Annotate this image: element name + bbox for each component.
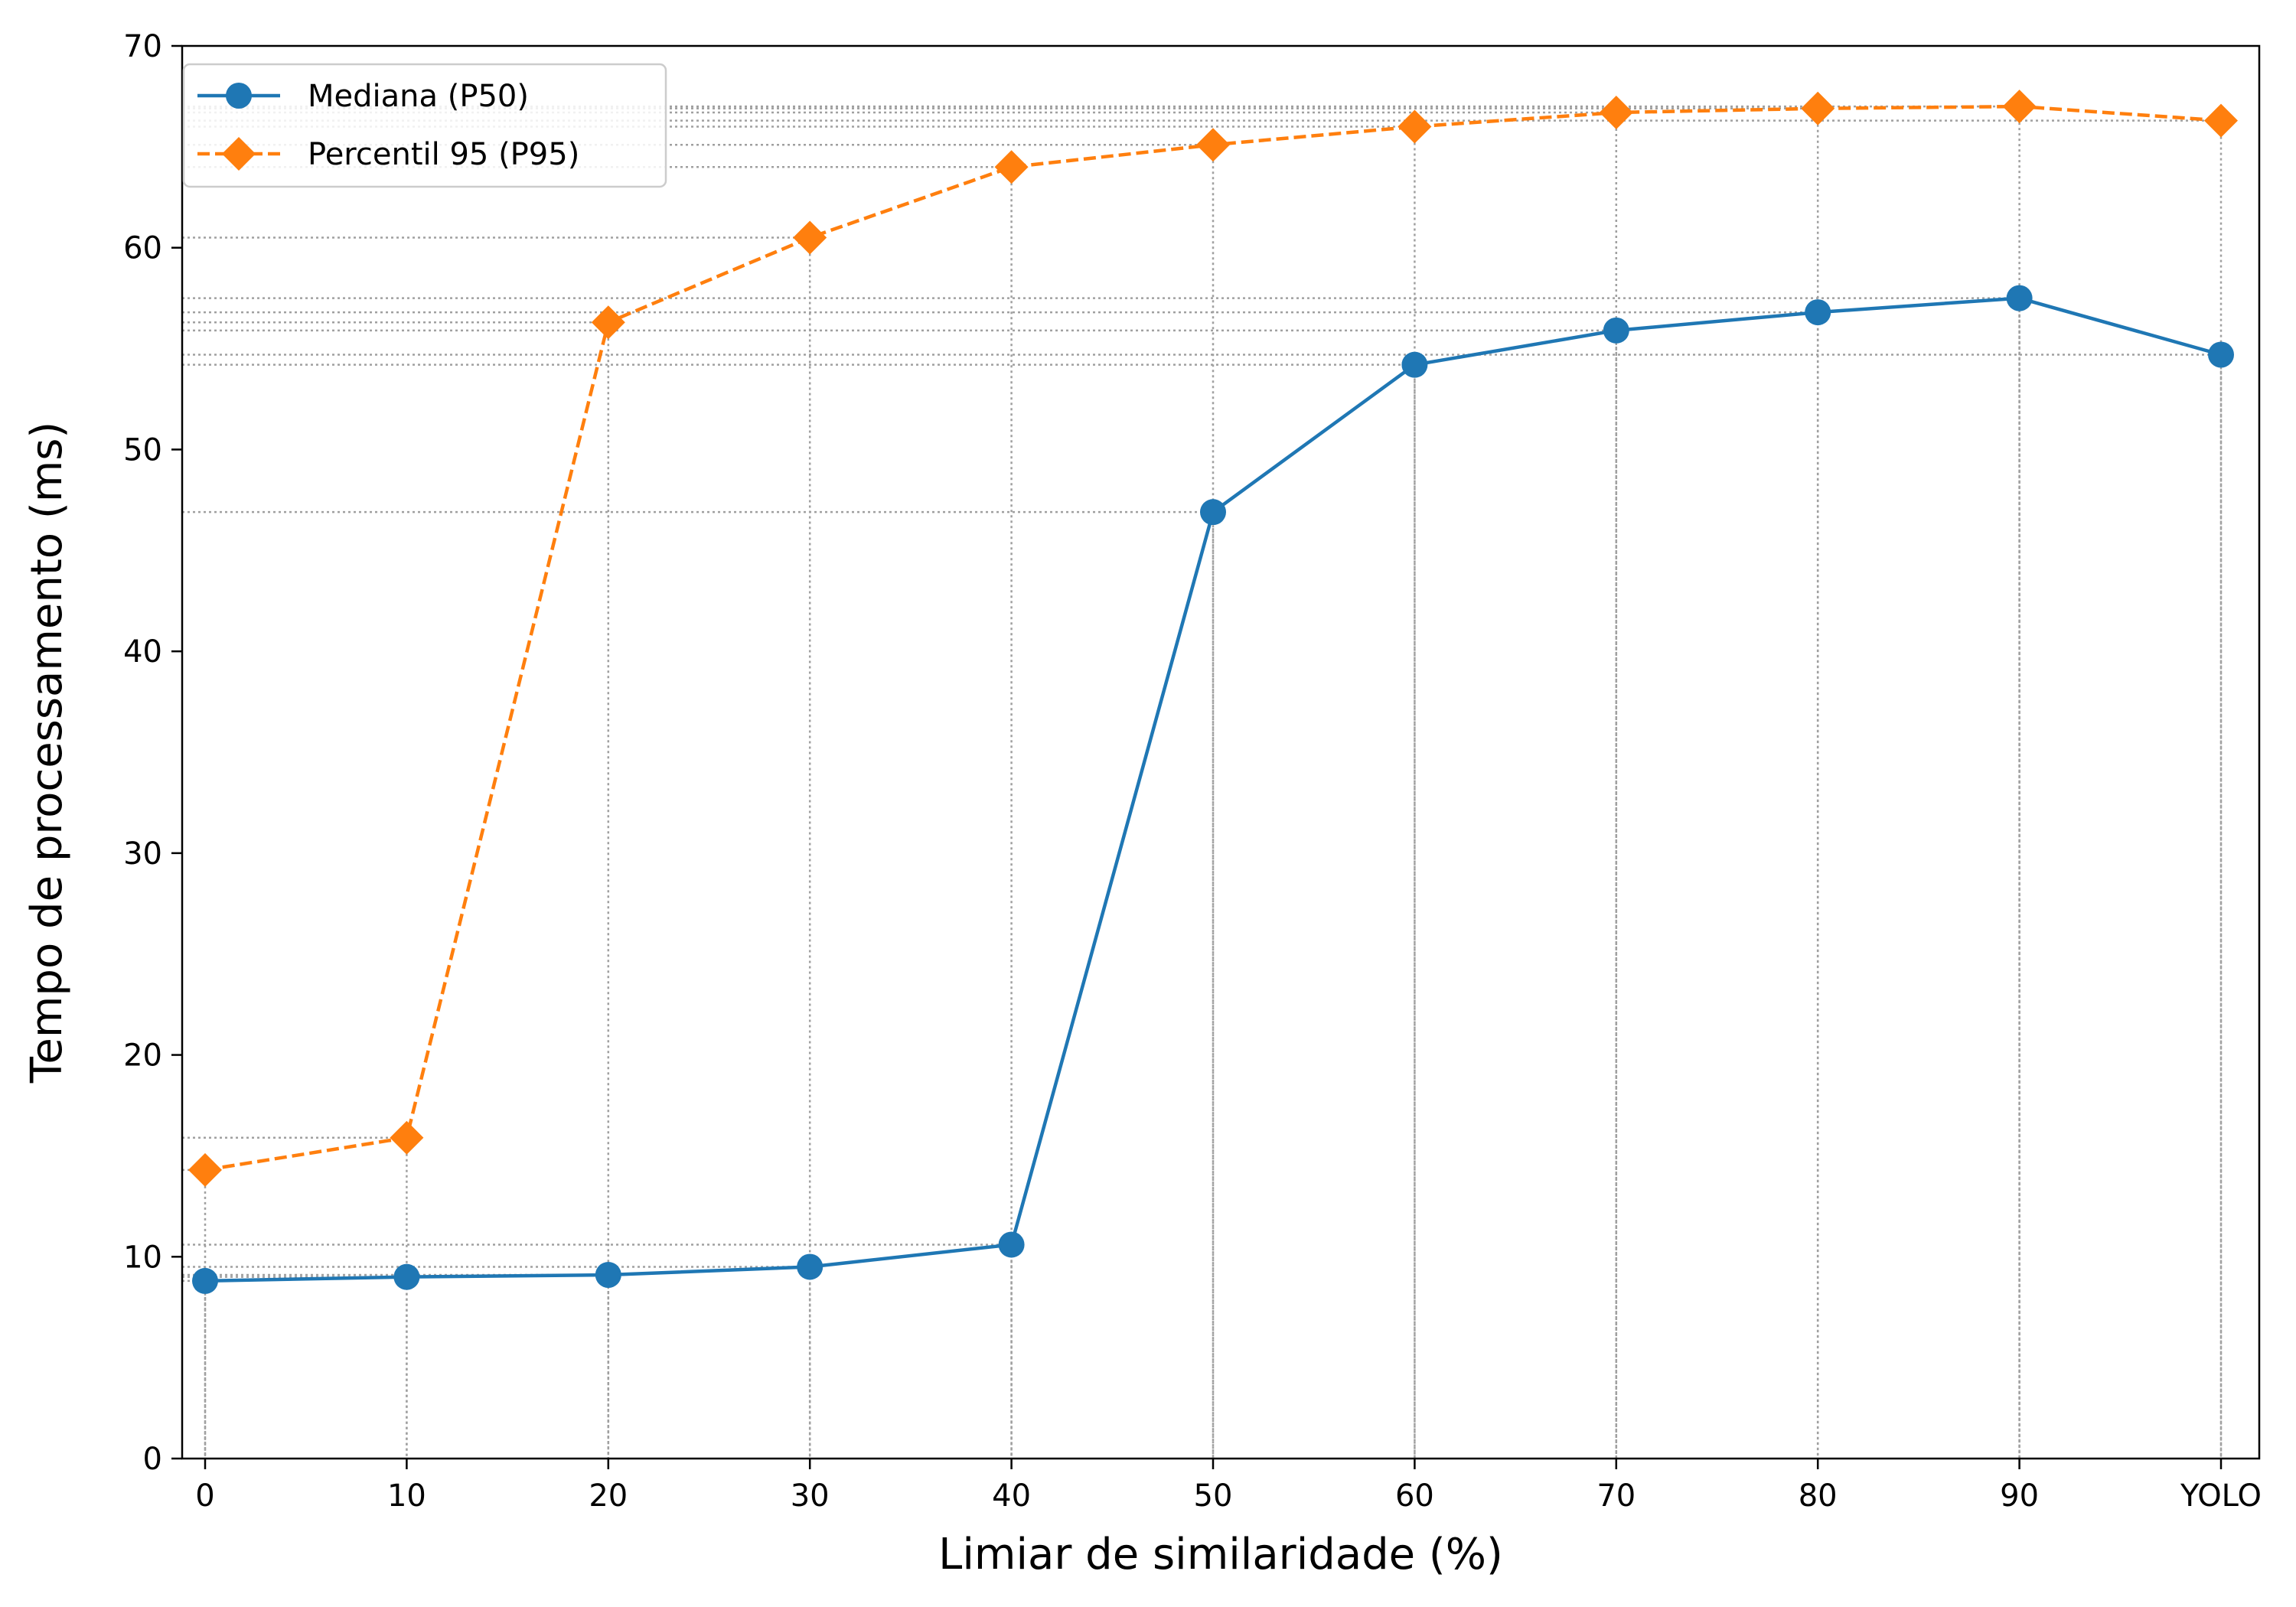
y-tick-label: 10 — [123, 1240, 162, 1275]
legend-marker-0 — [226, 83, 252, 109]
series-1-point — [1599, 96, 1633, 130]
legend-marker-1 — [222, 137, 256, 171]
series-1-point — [390, 1120, 424, 1155]
series-1-point — [1397, 109, 1432, 144]
series-1-point — [1801, 91, 1835, 125]
x-tick-label: 50 — [1194, 1478, 1233, 1514]
y-tick-label: 20 — [123, 1038, 162, 1074]
series-1-point — [591, 305, 625, 340]
y-tick-label: 0 — [143, 1442, 162, 1477]
series-0-point — [1401, 351, 1428, 378]
y-tick-label: 50 — [123, 432, 162, 468]
y-tick-label: 30 — [123, 836, 162, 872]
series-0-point — [797, 1253, 823, 1280]
legend-label-0: Mediana (P50) — [308, 79, 529, 114]
series-1-point — [793, 220, 827, 255]
x-tick-label: YOLO — [2180, 1478, 2262, 1514]
series-0-point — [2006, 285, 2033, 311]
series-0-point — [595, 1262, 621, 1289]
legend: Mediana (P50) Percentil 95 (P95) — [182, 63, 667, 188]
legend-box — [182, 63, 667, 188]
legend-label-1: Percentil 95 (P95) — [308, 137, 579, 172]
x-tick-label: 80 — [1799, 1478, 1838, 1514]
series-0-point — [1603, 317, 1629, 344]
series-1-point — [2204, 103, 2238, 138]
y-tick-label: 70 — [123, 29, 162, 64]
series-0-point — [192, 1267, 218, 1294]
series-layer — [188, 90, 2238, 1294]
axes: 0 10 20 30 40 50 60 70 80 90 YOLO 0 10 20 30 40 50 60 70 — [123, 29, 2262, 1514]
y-tick-label: 60 — [123, 231, 162, 266]
series-1-point — [2002, 90, 2037, 124]
x-tick-label: 20 — [589, 1478, 628, 1514]
x-tick-label: 30 — [791, 1478, 830, 1514]
plot-frame — [181, 44, 2261, 1460]
x-tick-label: 70 — [1596, 1478, 1636, 1514]
y-tick-label: 40 — [123, 634, 162, 670]
x-tick-label: 90 — [2000, 1478, 2039, 1514]
x-tick-label: 60 — [1395, 1478, 1434, 1514]
series-0-point — [1200, 499, 1226, 526]
series-1-point — [1196, 128, 1230, 162]
x-axis-label: Limiar de similaridade (%) — [938, 1530, 1503, 1579]
series-0-point — [393, 1263, 420, 1290]
x-tick-label: 10 — [387, 1478, 426, 1514]
y-axis-label: Tempo de processamento (ms) — [22, 422, 72, 1084]
series-1-point — [188, 1152, 222, 1187]
series-0-point — [1805, 299, 1831, 326]
series-0-point — [998, 1231, 1025, 1258]
series-1-point — [994, 150, 1029, 184]
series-0-point — [2208, 341, 2234, 368]
x-tick-label: 0 — [195, 1478, 214, 1514]
x-tick-label: 40 — [992, 1478, 1031, 1514]
